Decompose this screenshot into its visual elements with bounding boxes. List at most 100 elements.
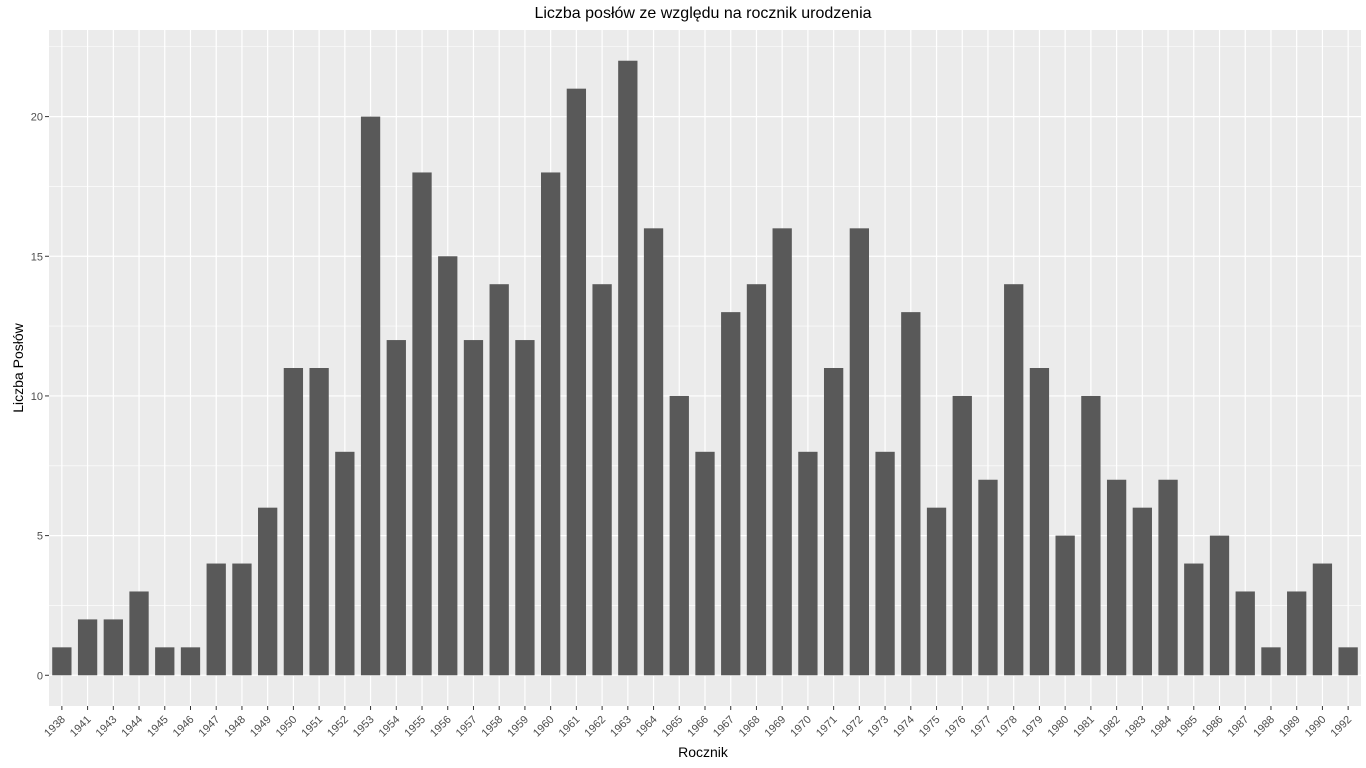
bar-1972 — [849, 228, 869, 676]
bar-1973 — [875, 451, 895, 676]
bar-1978 — [1004, 284, 1024, 676]
x-tick-label: 1971 — [814, 714, 840, 740]
x-tick-label: 1978 — [994, 714, 1020, 740]
x-tick-label: 1974 — [891, 714, 917, 740]
bar-1986 — [1209, 535, 1230, 676]
x-tick-label: 1944 — [119, 714, 145, 740]
bar-1992 — [1338, 647, 1358, 676]
x-tick-label: 1968 — [737, 714, 763, 740]
x-tick-label: 1945 — [145, 714, 171, 740]
x-tick-label: 1992 — [1328, 714, 1354, 740]
x-tick-label: 1975 — [917, 714, 943, 740]
x-tick-label: 1990 — [1303, 714, 1329, 740]
x-tick-label: 1964 — [634, 714, 660, 740]
bar-1963 — [618, 60, 638, 676]
x-tick-label: 1981 — [1071, 714, 1097, 740]
bar-1977 — [978, 479, 998, 676]
x-tick-label: 1953 — [351, 714, 377, 740]
bar-1938 — [52, 647, 72, 676]
bar-1989 — [1287, 591, 1307, 676]
x-tick-label: 1982 — [1097, 714, 1123, 740]
x-tick-label: 1972 — [840, 714, 866, 740]
bar-1982 — [1106, 479, 1127, 676]
bar-1952 — [335, 451, 355, 676]
x-tick-label: 1988 — [1251, 714, 1277, 740]
x-tick-label: 1970 — [788, 714, 814, 740]
y-tick-label: 0 — [37, 670, 43, 682]
bar-1956 — [438, 256, 458, 676]
bar-1951 — [309, 368, 329, 676]
bar-1976 — [952, 395, 972, 676]
bar-1988 — [1261, 647, 1281, 676]
bar-1985 — [1184, 563, 1204, 676]
x-tick-label: 1947 — [197, 714, 223, 740]
x-tick-label: 1966 — [685, 714, 711, 740]
y-axis-ticks: 0 5 10 15 20 — [31, 112, 49, 682]
x-tick-label: 1965 — [660, 714, 686, 740]
x-tick-label: 1960 — [531, 714, 557, 740]
bars — [52, 60, 1358, 676]
x-tick-label: 1986 — [1200, 714, 1226, 740]
bar-1949 — [258, 507, 278, 676]
bar-1953 — [360, 116, 381, 676]
bar-1979 — [1029, 368, 1050, 676]
bar-1961 — [566, 88, 587, 676]
bar-1950 — [283, 368, 304, 676]
bar-1962 — [592, 284, 612, 676]
bar-1983 — [1132, 507, 1152, 676]
bar-1960 — [541, 172, 561, 676]
x-tick-label: 1984 — [1148, 714, 1174, 740]
x-tick-label: 1967 — [711, 714, 737, 740]
bar-1945 — [155, 647, 175, 676]
x-tick-label: 1943 — [94, 714, 120, 740]
y-tick-label: 10 — [31, 391, 43, 403]
x-tick-label: 1946 — [171, 714, 197, 740]
bar-1946 — [180, 647, 201, 676]
x-tick-label: 1989 — [1277, 714, 1303, 740]
x-tick-label: 1958 — [480, 714, 506, 740]
y-tick-label: 5 — [37, 531, 43, 543]
x-tick-label: 1959 — [505, 714, 531, 740]
bar-1965 — [669, 395, 689, 676]
bar-1958 — [489, 284, 509, 676]
x-tick-label: 1983 — [1123, 714, 1149, 740]
x-tick-label: 1957 — [454, 714, 480, 740]
bar-1959 — [515, 340, 535, 676]
bar-1984 — [1158, 479, 1178, 676]
x-tick-label: 1954 — [377, 714, 403, 740]
bar-1969 — [772, 228, 792, 676]
x-tick-label: 1952 — [325, 714, 351, 740]
bar-1987 — [1235, 591, 1255, 676]
bar-1974 — [901, 312, 921, 676]
bar-1941 — [77, 619, 98, 676]
bar-1971 — [823, 368, 844, 676]
x-tick-label: 1973 — [865, 714, 891, 740]
y-tick-label: 20 — [31, 112, 43, 124]
x-tick-label: 1956 — [428, 714, 454, 740]
bar-1954 — [386, 340, 406, 676]
x-tick-label: 1948 — [222, 714, 248, 740]
x-tick-label: 1941 — [68, 714, 94, 740]
bar-1990 — [1312, 563, 1333, 676]
x-axis-label: Rocznik — [678, 744, 728, 760]
bar-1975 — [926, 507, 947, 676]
bar-1955 — [412, 172, 432, 676]
bar-1981 — [1081, 395, 1101, 676]
bar-1948 — [232, 563, 252, 676]
x-tick-label: 1938 — [42, 714, 68, 740]
x-tick-label: 1985 — [1174, 714, 1200, 740]
x-tick-label: 1980 — [1045, 714, 1071, 740]
x-tick-label: 1950 — [274, 714, 300, 740]
x-tick-label: 1951 — [299, 714, 325, 740]
x-tick-label: 1963 — [608, 714, 634, 740]
x-tick-label: 1955 — [402, 714, 428, 740]
bar-1944 — [129, 591, 149, 676]
bar-1947 — [206, 563, 226, 676]
x-axis-ticks: 1938 1941 1943 1944 1945 1946 1947 1948 1949 1950… — [42, 706, 1354, 739]
x-tick-label: 1962 — [582, 714, 608, 740]
x-tick-label: 1987 — [1226, 714, 1252, 740]
bar-1966 — [695, 451, 715, 676]
x-tick-label: 1961 — [557, 714, 583, 740]
bar-1967 — [721, 312, 741, 676]
